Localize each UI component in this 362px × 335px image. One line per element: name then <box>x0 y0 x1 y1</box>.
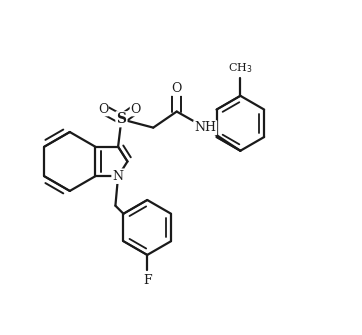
Text: O: O <box>98 103 108 116</box>
Text: F: F <box>143 274 152 287</box>
Text: CH$_3$: CH$_3$ <box>228 61 253 75</box>
Text: S: S <box>117 112 126 126</box>
Text: O: O <box>172 82 182 95</box>
Text: NH: NH <box>194 121 216 134</box>
Text: N: N <box>113 170 123 183</box>
Text: O: O <box>130 103 141 116</box>
